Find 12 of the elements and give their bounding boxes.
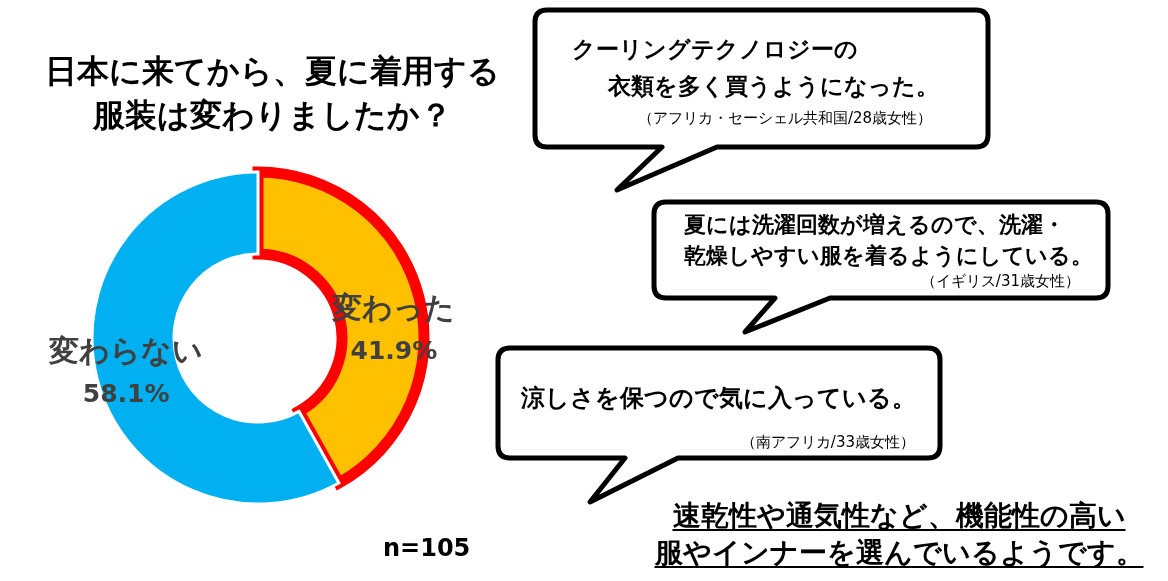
text: n=105 bbox=[383, 533, 471, 563]
text: クーリングテクノロジーの bbox=[572, 36, 858, 64]
text: （アフリカ・セーシェル共和国/28歳女性） bbox=[638, 109, 933, 127]
text: 服やインナーを選んでいるようです。 bbox=[654, 536, 1144, 570]
text: 涼しさを保つので気に入っている。 bbox=[520, 383, 916, 413]
text: 衣類を多く買うようになった。 bbox=[608, 73, 939, 101]
chart-title: 日本に来てから、夏に着用する服装は変わりましたか？ bbox=[44, 52, 500, 134]
text: 速乾性や通気性など、機能性の高い bbox=[672, 499, 1126, 533]
text: 乾燥しやすい服を着るようにしている。 bbox=[684, 242, 1093, 270]
text: （南アフリカ/33歳女性） bbox=[740, 433, 915, 451]
text: （イギリス/31歳女性） bbox=[920, 272, 1080, 290]
text: 夏には洗濯回数が増えるので、洗濯・ bbox=[684, 211, 1065, 239]
